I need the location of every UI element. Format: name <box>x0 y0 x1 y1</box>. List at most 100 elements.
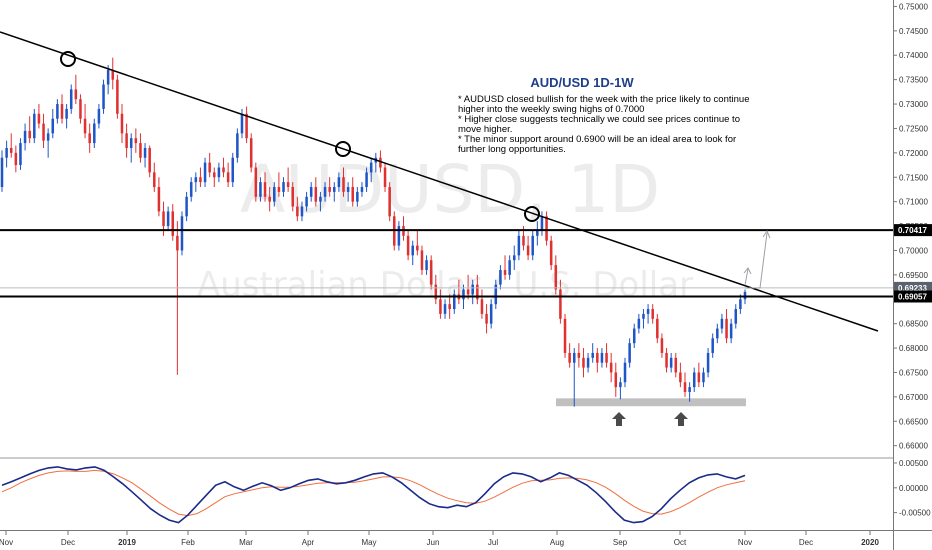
projection-path[interactable] <box>745 232 768 289</box>
candle-body[interactable] <box>199 177 202 183</box>
candle-body[interactable] <box>97 108 101 124</box>
projection-path[interactable] <box>744 268 749 286</box>
candle-body[interactable] <box>623 362 627 383</box>
candle-body[interactable] <box>628 343 631 363</box>
candle-body[interactable] <box>309 187 313 197</box>
candle-body[interactable] <box>379 157 382 168</box>
candle-body[interactable] <box>51 118 55 134</box>
swing-high-circle[interactable] <box>60 51 76 67</box>
candle-body[interactable] <box>554 265 558 290</box>
candle-body[interactable] <box>683 382 687 392</box>
candle-body[interactable] <box>231 157 235 183</box>
candle-body[interactable] <box>333 187 336 192</box>
candle-body[interactable] <box>217 167 221 178</box>
candle-body[interactable] <box>65 108 68 119</box>
candle-body[interactable] <box>277 187 281 192</box>
candle-body[interactable] <box>522 235 525 246</box>
candle-body[interactable] <box>480 299 484 314</box>
candle-body[interactable] <box>517 235 521 256</box>
swing-high-circle[interactable] <box>335 141 351 157</box>
candle-body[interactable] <box>111 69 115 80</box>
candle-body[interactable] <box>226 172 230 183</box>
candle-body[interactable] <box>236 133 239 158</box>
candle-body[interactable] <box>79 99 82 119</box>
candle-body[interactable] <box>411 245 414 256</box>
oscillator-slow-line[interactable] <box>1 469 746 517</box>
candle-body[interactable] <box>466 289 470 295</box>
candle-body[interactable] <box>240 113 244 134</box>
candle-body[interactable] <box>157 187 161 212</box>
candle-body[interactable] <box>88 133 91 144</box>
candle-body[interactable] <box>171 211 175 236</box>
candle-body[interactable] <box>582 357 585 368</box>
candle-body[interactable] <box>434 284 438 300</box>
candle-body[interactable] <box>125 133 128 148</box>
candle-body[interactable] <box>222 167 225 173</box>
candle-body[interactable] <box>734 309 738 324</box>
candle-body[interactable] <box>462 289 465 300</box>
candle-body[interactable] <box>656 318 659 339</box>
candle-body[interactable] <box>213 172 216 178</box>
candle-body[interactable] <box>674 357 678 373</box>
candle-body[interactable] <box>471 284 474 295</box>
candle-body[interactable] <box>512 255 516 261</box>
candle-body[interactable] <box>729 323 733 339</box>
candle-body[interactable] <box>591 352 594 358</box>
candle-body[interactable] <box>282 182 285 192</box>
candle-body[interactable] <box>416 245 419 251</box>
candle-body[interactable] <box>619 382 622 388</box>
candle-body[interactable] <box>526 245 530 256</box>
candle-body[interactable] <box>249 138 253 168</box>
candle-body[interactable] <box>106 69 110 85</box>
candle-body[interactable] <box>291 187 295 207</box>
candle-body[interactable] <box>194 177 198 183</box>
candle-body[interactable] <box>679 372 682 383</box>
trendline[interactable] <box>0 31 879 332</box>
candle-body[interactable] <box>702 372 705 383</box>
candle-body[interactable] <box>208 162 211 173</box>
candle-body[interactable] <box>665 352 668 368</box>
candle-body[interactable] <box>697 372 701 383</box>
candle-body[interactable] <box>605 352 608 363</box>
candle-body[interactable] <box>319 196 322 202</box>
candle-body[interactable] <box>93 123 96 144</box>
candle-body[interactable] <box>360 187 364 192</box>
candle-body[interactable] <box>134 138 138 144</box>
candle-body[interactable] <box>688 387 691 392</box>
candle-body[interactable] <box>369 162 373 173</box>
annotation-box[interactable]: AUD/USD 1D-1W * AUDUSD closed bullish fo… <box>458 75 749 155</box>
candle-body[interactable] <box>337 177 341 188</box>
candle-body[interactable] <box>637 318 641 329</box>
support-zone[interactable] <box>556 398 746 407</box>
candle-body[interactable] <box>148 147 151 173</box>
swing-high-circle[interactable] <box>524 206 540 222</box>
up-arrow-icon[interactable] <box>674 412 688 426</box>
candle-body[interactable] <box>429 260 433 285</box>
candle-body[interactable] <box>254 167 258 197</box>
candle-body[interactable] <box>651 309 654 319</box>
candle-body[interactable] <box>129 138 133 148</box>
candle-body[interactable] <box>162 211 165 227</box>
candle-body[interactable] <box>563 318 567 353</box>
candle-body[interactable] <box>388 187 391 217</box>
candle-body[interactable] <box>632 328 636 344</box>
candle-body[interactable] <box>9 147 13 153</box>
candle-body[interactable] <box>559 289 562 319</box>
candle-body[interactable] <box>263 182 267 197</box>
candle-body[interactable] <box>116 79 119 114</box>
candle-body[interactable] <box>19 143 22 166</box>
oscillator-fast-line[interactable] <box>1 466 746 524</box>
candle-body[interactable] <box>166 211 170 227</box>
candle-body[interactable] <box>609 362 613 373</box>
candle-body[interactable] <box>614 372 618 388</box>
candle-body[interactable] <box>739 299 742 310</box>
candle-body[interactable] <box>476 284 479 300</box>
candle-body[interactable] <box>596 352 599 363</box>
candle-body[interactable] <box>28 130 31 139</box>
up-arrow-icon[interactable] <box>612 412 626 426</box>
candle-body[interactable] <box>37 113 41 124</box>
candle-body[interactable] <box>642 313 645 319</box>
candle-body[interactable] <box>296 206 299 217</box>
candle-body[interactable] <box>203 162 207 183</box>
candle-body[interactable] <box>185 196 188 217</box>
